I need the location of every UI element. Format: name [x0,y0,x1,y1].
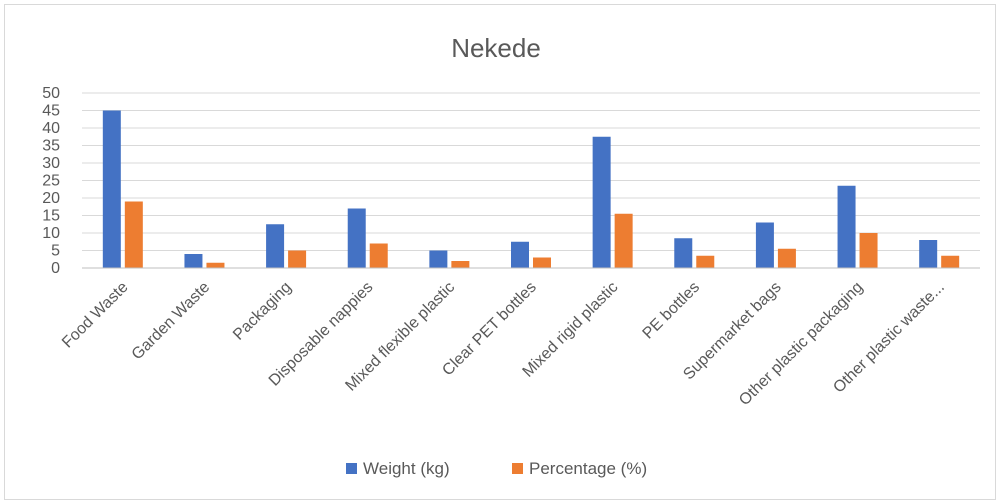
x-category-label: PE bottles [640,279,704,343]
bar-weight [347,208,366,268]
y-tick-label: 45 [42,103,60,120]
legend-swatch [512,463,523,474]
y-tick-label: 25 [42,173,60,190]
legend-label: Weight (kg) [363,459,450,478]
bar-percentage [206,262,225,268]
bar-percentage [288,250,307,268]
bar-percentage [369,243,388,268]
y-tick-label: 10 [42,225,60,242]
bar-percentage [614,213,633,268]
bar-percentage [859,233,878,268]
y-tick-label: 40 [42,120,60,137]
bar-weight [102,110,121,268]
x-category-label: Food Waste [59,279,132,352]
bar-percentage [451,261,470,268]
bar-weight [919,240,938,268]
y-tick-label: 35 [42,138,60,155]
y-tick-label: 50 [42,85,60,102]
bar-weight [592,136,611,268]
bar-percentage [124,201,143,268]
x-category-label: Garden Waste [129,279,214,364]
bar-weight [674,238,693,268]
bar-percentage [696,255,715,268]
bar-weight [837,185,856,268]
chart-frame [4,4,996,500]
bar-weight [184,254,203,268]
bar-weight [755,222,774,268]
bar-weight [429,250,448,268]
bar-percentage [777,248,796,268]
y-tick-label: 20 [42,190,60,207]
legend-label: Percentage (%) [529,459,647,478]
y-tick-label: 30 [42,155,60,172]
bar-percentage [941,255,960,268]
gridlines [82,92,980,251]
legend-swatch [346,463,357,474]
y-tick-label: 15 [42,208,60,225]
bar-percentage [533,257,551,268]
y-tick-label: 5 [51,243,60,260]
chart-title: Nekede [451,33,541,63]
bar-weight [511,241,529,268]
x-category-label: Packaging [230,279,295,344]
bar-weight [266,224,285,268]
y-tick-label: 0 [51,260,60,277]
legend: Weight (kg) Percentage (%) [346,459,647,478]
bars [102,110,960,268]
